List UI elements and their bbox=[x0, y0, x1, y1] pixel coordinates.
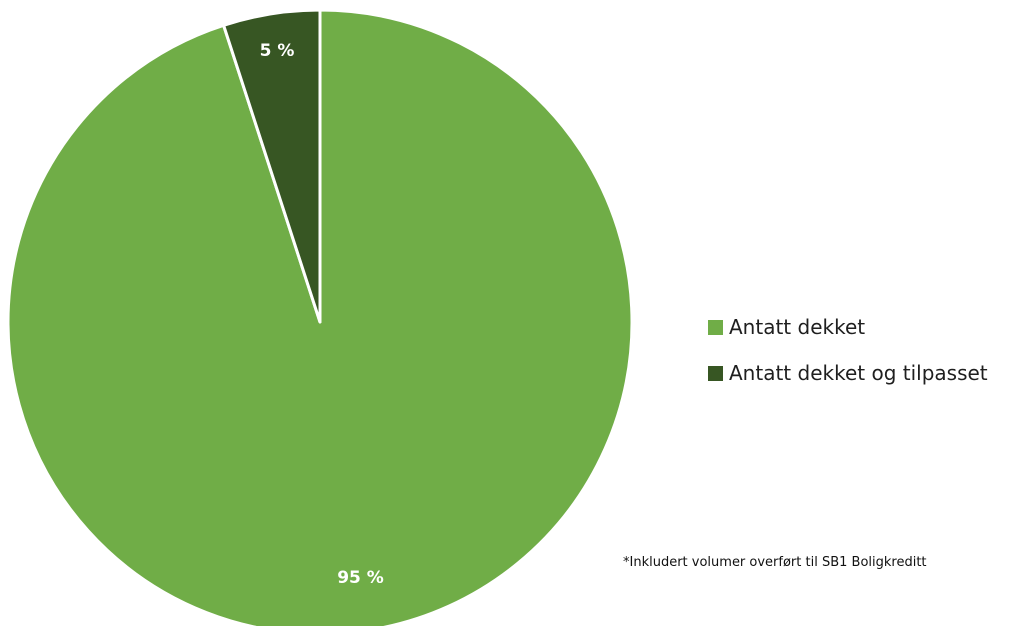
legend-label-antatt-dekket-og-tilpasset: Antatt dekket og tilpasset bbox=[729, 361, 988, 385]
legend-swatch-antatt-dekket bbox=[708, 319, 723, 335]
legend-item-antatt-dekket: Antatt dekket bbox=[708, 313, 988, 341]
chart-legend: Antatt dekket Antatt dekket og tilpasset bbox=[708, 313, 988, 405]
legend-swatch-antatt-dekket-og-tilpasset bbox=[708, 365, 723, 381]
footnote: *Inkludert volumer overført til SB1 Boli… bbox=[623, 555, 927, 570]
data-label-antatt-dekket-og-tilpasset: 5 % bbox=[260, 41, 295, 61]
data-label-antatt-dekket: 95 % bbox=[337, 568, 384, 588]
legend-label-antatt-dekket: Antatt dekket bbox=[729, 315, 866, 339]
pie-slice-antatt-dekket-og-tilpasset bbox=[222, 8, 322, 324]
legend-item-antatt-dekket-og-tilpasset: Antatt dekket og tilpasset bbox=[708, 359, 988, 387]
pie-slice-antatt-dekket bbox=[6, 8, 634, 626]
